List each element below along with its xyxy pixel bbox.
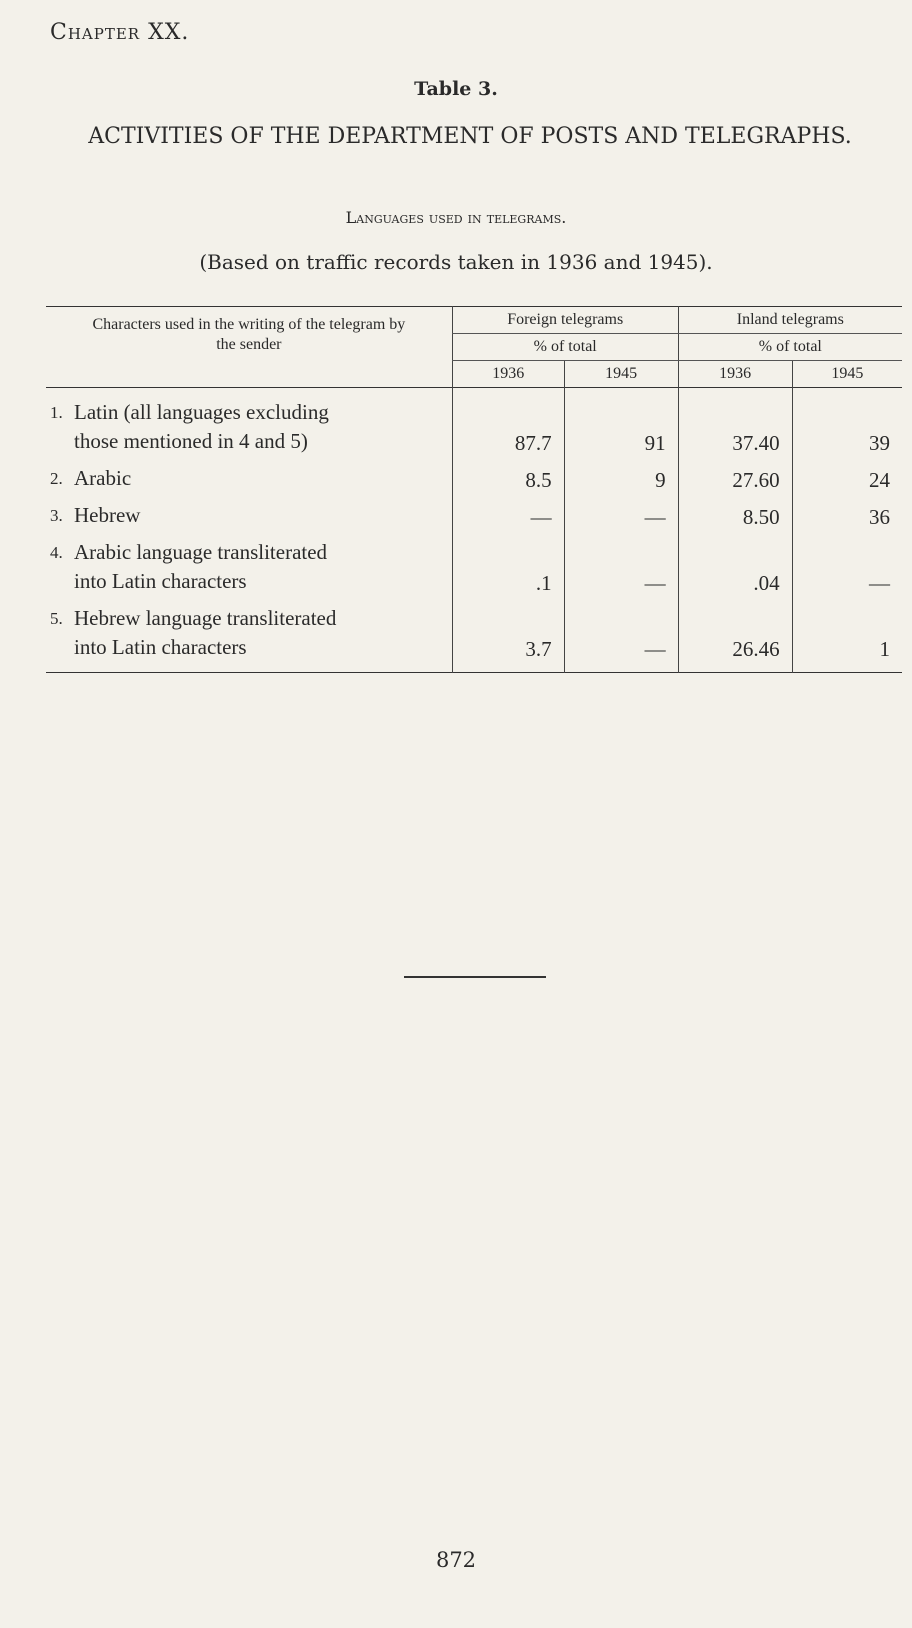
year-header: 1936 [677,360,793,388]
subheader-foreign: % of total [451,333,679,361]
value-cell: 37.40 [677,387,793,460]
year-header: 1936 [451,360,565,388]
value-cell: — [563,600,679,673]
row-text: Hebrew language transliterated into Lati… [74,606,337,659]
value-cell: 87.7 [451,387,565,460]
year-header: 1945 [791,360,902,388]
row-label: 3. Hebrew [46,497,452,534]
row-number: 3. [50,506,63,525]
value-cell: 39 [791,387,902,460]
row-label: 5. Hebrew language transliterated into La… [46,600,452,673]
row-text: Arabic [74,466,132,490]
value-cell: — [791,534,902,600]
value-cell: 3.7 [451,600,565,673]
value-cell: — [563,497,679,534]
row-text: Hebrew [74,503,141,527]
row-label: 2. Arabic [46,460,452,497]
row-label: 1. Latin (all languages excluding those m… [46,388,452,461]
page-number: 872 [435,1548,477,1572]
value-cell: 27.60 [677,460,793,497]
table-number: Table 3. [414,78,498,100]
row-text: Arabic language transliterated into Lati… [74,540,328,593]
row-label: 4. Arabic language transliterated into La… [46,534,452,600]
value-cell: 8.5 [451,460,565,497]
row-number: 5. [50,609,63,628]
value-cell: .1 [451,534,565,600]
row-number: 2. [50,469,63,488]
table-row: 1. Latin (all languages excluding those m… [46,387,902,461]
value-cell: — [563,534,679,600]
table-row: 2. Arabic 8.5 9 27.60 24 [46,460,902,497]
year-header: 1945 [563,360,679,388]
value-cell: 26.46 [677,600,793,673]
value-cell: 1 [791,600,902,673]
value-cell: .04 [677,534,793,600]
value-cell: 8.50 [677,497,793,534]
languages-table: Characters used in the writing of the te… [46,306,902,673]
value-cell: 9 [563,460,679,497]
table-row: 5. Hebrew language transliterated into La… [46,600,902,673]
row-text: Latin (all languages excluding those men… [74,400,329,453]
table-row: 3. Hebrew — —8.50 36 [46,497,902,534]
row-number: 1. [50,403,63,422]
table-row: 4. Arabic language transliterated into La… [46,534,902,600]
group-header-inland: Inland telegrams [677,306,902,334]
page-title: ACTIVITIES OF THE DEPARTMENT OF POSTS AN… [88,124,852,149]
group-header-foreign: Foreign telegrams [451,306,679,334]
stub-header: Characters used in the writing of the te… [92,316,406,353]
subheader-inland: % of total [677,333,902,361]
chapter-heading: Chapter XX. [50,20,190,45]
end-rule [404,976,546,978]
row-number: 4. [50,543,63,562]
value-cell: 24 [791,460,902,497]
value-cell: 91 [563,387,679,460]
table-subtitle: Languages used in telegrams. [345,208,567,227]
table-note: (Based on traffic records taken in 1936 … [199,250,713,274]
value-cell: — [451,497,565,534]
value-cell: 36 [791,497,902,534]
